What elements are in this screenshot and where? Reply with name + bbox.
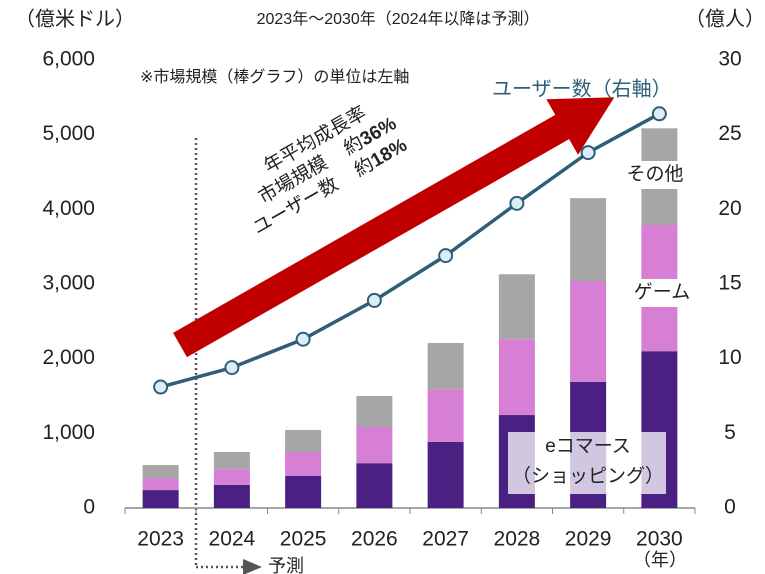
bar-segment xyxy=(285,452,322,476)
user-point xyxy=(153,379,169,395)
bar-segment xyxy=(356,463,393,508)
bar-segment xyxy=(356,426,393,464)
x-tick-label: 2024 xyxy=(209,528,256,551)
bar-segment xyxy=(285,475,322,508)
y-axis-label: （億米ドル） xyxy=(15,7,135,30)
user-point xyxy=(580,145,596,161)
series-label: eコマース （ショッピング） xyxy=(512,436,664,487)
bar-segment xyxy=(142,478,179,491)
bar-segment xyxy=(356,396,393,427)
series-label: ゲーム xyxy=(634,281,690,303)
bar-segment xyxy=(498,274,535,340)
y-tick-label: 3,000 xyxy=(42,272,95,295)
y2-tick-label: 25 xyxy=(718,122,741,145)
line-label: ユーザー数（右軸） xyxy=(492,77,672,100)
y2-axis-label: （億人） xyxy=(685,7,765,30)
user-point xyxy=(295,331,311,347)
bar-segment xyxy=(427,342,464,390)
user-point xyxy=(651,106,667,122)
y-tick-label: 1,000 xyxy=(42,421,95,444)
bar-segment xyxy=(213,452,250,470)
subtitle: 2023年～2030年（2024年以降は予測） xyxy=(257,10,540,28)
x-tick-label: 2027 xyxy=(422,528,469,551)
x-tick-label: 2029 xyxy=(565,528,612,551)
legend-box xyxy=(617,161,693,189)
y2-tick-label: 5 xyxy=(724,421,736,444)
bar-segment xyxy=(285,429,322,452)
bar-segment xyxy=(427,441,464,508)
y2-tick-label: 10 xyxy=(718,346,741,369)
y2-tick-label: 30 xyxy=(718,48,741,71)
y-tick-label: 0 xyxy=(83,496,95,519)
y2-tick-label: 20 xyxy=(718,197,741,220)
bar-segment xyxy=(498,339,535,416)
bar-segment xyxy=(570,198,607,282)
series-label-line: （ショッピング） xyxy=(512,465,664,487)
x-tick-label: 2026 xyxy=(351,528,398,551)
growth-arrow xyxy=(173,97,615,358)
x-tick-label: 2025 xyxy=(280,528,327,551)
y-tick-label: 2,000 xyxy=(42,346,95,369)
y2-tick-label: 0 xyxy=(724,496,736,519)
legend-box xyxy=(508,432,666,494)
bar-segment xyxy=(142,465,179,479)
bar-segment xyxy=(213,484,250,508)
user-point xyxy=(509,195,525,211)
user-point xyxy=(366,292,382,308)
legend-box xyxy=(624,279,700,307)
bar-segment xyxy=(213,469,250,485)
arrow-shape xyxy=(173,97,615,358)
user-point xyxy=(224,360,240,376)
note: ※市場規模（棒グラフ）の単位は左軸 xyxy=(140,68,409,86)
user-point xyxy=(438,248,454,264)
x-tick-label: 2023 xyxy=(137,528,184,551)
y2-tick-label: 15 xyxy=(718,272,741,295)
y-tick-label: 4,000 xyxy=(42,197,95,220)
y-tick-label: 5,000 xyxy=(42,122,95,145)
forecast-arrow-head xyxy=(243,559,262,574)
x-tick-label: 2030 xyxy=(636,528,683,551)
x-tick-label: 2028 xyxy=(494,528,541,551)
bar-segment xyxy=(570,281,607,382)
x-unit: （年） xyxy=(633,550,687,570)
series-label: その他 xyxy=(626,163,683,185)
bar-segment xyxy=(427,389,464,442)
bar-segment xyxy=(142,490,179,508)
user-line xyxy=(160,112,661,389)
forecast-label: 予測 xyxy=(268,556,304,574)
series-label-line: eコマース xyxy=(545,436,631,457)
y-tick-label: 6,000 xyxy=(42,48,95,71)
